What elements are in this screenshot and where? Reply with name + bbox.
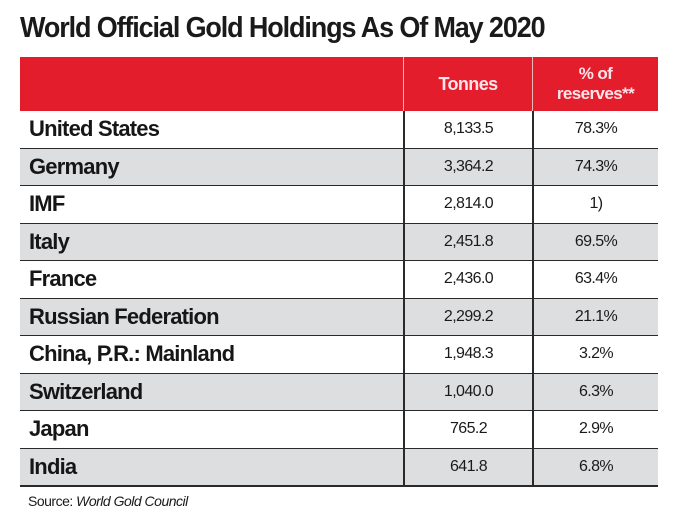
table-row: India 641.8 6.8%: [20, 447, 658, 485]
table-header: Tonnes % of reserves**: [20, 57, 658, 111]
table-row: United States 8,133.5 78.3%: [20, 111, 658, 148]
header-country-cell: [20, 57, 404, 111]
header-pct-line1: % of: [578, 64, 613, 83]
header-pct-reserves: % of reserves**: [533, 57, 658, 111]
header-pct-line2: reserves**: [556, 84, 635, 103]
pct-reserves-cell: 6.3%: [578, 382, 614, 400]
country-cell: United States: [20, 111, 405, 148]
pct-reserves-cell: 1): [589, 195, 603, 213]
source-name: World Gold Council: [76, 493, 188, 509]
table-row: Switzerland 1,040.0 6.3%: [20, 372, 658, 410]
country-cell: Russian Federation: [20, 298, 405, 335]
pct-reserves-cell: 74.3%: [574, 157, 618, 175]
table-body: United States 8,133.5 78.3% Germany 3,364.2 7…: [20, 111, 658, 487]
source-label: Source:: [28, 493, 73, 509]
country-cell: China, P.R.: Mainland: [20, 336, 405, 373]
tonnes-cell: 1,040.0: [405, 373, 534, 410]
country-cell: Japan: [20, 411, 405, 448]
table-row: China, P.R.: Mainland 1,948.3 3.2%: [20, 335, 658, 373]
header-tonnes: Tonnes: [404, 57, 533, 111]
pct-reserves-cell: 69.5%: [574, 232, 618, 250]
tonnes-cell: 765.2: [405, 411, 534, 448]
pct-reserves-cell: 21.1%: [574, 307, 618, 325]
tonnes-cell: 2,451.8: [405, 223, 534, 260]
tonnes-cell: 8,133.5: [405, 111, 534, 148]
table-row: France 2,436.0 63.4%: [20, 260, 658, 298]
country-cell: IMF: [20, 186, 405, 223]
pct-reserves-cell: 2.9%: [578, 420, 614, 438]
source-note: Source: World Gold Council: [28, 493, 188, 509]
pct-reserves-cell: 78.3%: [574, 120, 618, 138]
pct-reserves-cell: 63.4%: [574, 270, 618, 288]
gold-holdings-table: Tonnes % of reserves** United States 8,13…: [20, 57, 658, 487]
tonnes-cell: 2,299.2: [405, 298, 534, 335]
table-row: Italy 2,451.8 69.5%: [20, 222, 658, 260]
country-cell: Germany: [20, 148, 405, 185]
country-cell: India: [20, 448, 405, 485]
table-row: Russian Federation 2,299.2 21.1%: [20, 297, 658, 335]
table-row: Japan 765.2 2.9%: [20, 410, 658, 448]
tonnes-cell: 3,364.2: [405, 148, 534, 185]
chart-title: World Official Gold Holdings As Of May 2…: [20, 12, 546, 44]
tonnes-cell: 1,948.3: [405, 336, 534, 373]
pct-reserves-cell: 3.2%: [578, 345, 614, 363]
pct-reserves-cell: 6.8%: [578, 457, 614, 475]
country-cell: Switzerland: [20, 373, 405, 410]
tonnes-cell: 641.8: [405, 448, 534, 485]
tonnes-cell: 2,814.0: [405, 186, 534, 223]
tonnes-cell: 2,436.0: [405, 261, 534, 298]
table-row: Germany 3,364.2 74.3%: [20, 147, 658, 185]
country-cell: France: [20, 261, 405, 298]
country-cell: Italy: [20, 223, 405, 260]
table-row: IMF 2,814.0 1): [20, 185, 658, 223]
